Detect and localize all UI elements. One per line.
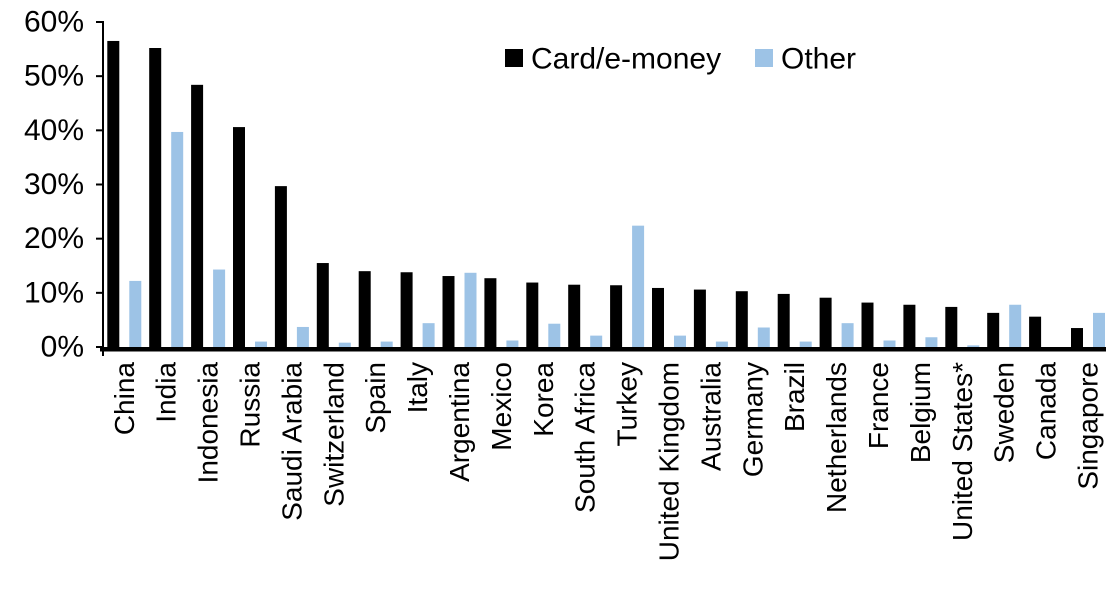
category-label-netherlands: Netherlands <box>821 362 852 513</box>
bar-card-e-money-spain <box>358 271 371 349</box>
y-tick-label: 20% <box>24 222 84 255</box>
bar-card-e-money-china <box>107 40 120 349</box>
bar-card-e-money-canada <box>1029 316 1042 349</box>
bar-card-e-money-russia <box>233 127 245 349</box>
bar-other-turkey <box>632 225 645 349</box>
category-label-india: India <box>151 362 182 423</box>
category-label-turkey: Turkey <box>612 362 643 447</box>
bar-other-singapore <box>1093 312 1105 349</box>
category-label-germany: Germany <box>737 362 768 477</box>
bar-other-germany <box>757 327 770 349</box>
category-label-belgium: Belgium <box>905 362 936 463</box>
category-label-indonesia: Indonesia <box>193 362 224 484</box>
category-label-sweden: Sweden <box>989 362 1020 463</box>
y-tick-label: 0% <box>41 331 84 364</box>
legend-swatch-card-e-money <box>505 49 523 67</box>
bar-other-france <box>883 340 896 349</box>
bar-other-south-africa <box>590 335 603 349</box>
bar-other-sweden <box>1009 304 1022 349</box>
bar-card-e-money-singapore <box>1071 328 1083 349</box>
category-label-russia: Russia <box>235 362 266 448</box>
bar-card-e-money-sweden <box>987 312 1000 349</box>
y-axis: 0% 10% 20% 30% 40% 50% 60% <box>24 6 104 364</box>
y-tick-label: 10% <box>24 276 84 309</box>
y-tick-label: 60% <box>24 6 84 39</box>
category-label-australia: Australia <box>695 362 726 471</box>
bar-card-e-money-italy <box>400 272 413 349</box>
bar-card-e-money-korea <box>526 282 539 349</box>
category-label-brazil: Brazil <box>779 362 810 432</box>
bar-card-e-money-united-kingdom <box>652 287 664 349</box>
category-label-mexico: Mexico <box>486 362 517 451</box>
bar-other-netherlands <box>841 323 854 349</box>
bar-card-e-money-brazil <box>777 293 790 349</box>
bar-other-switzerland <box>338 342 351 349</box>
category-label-spain: Spain <box>360 362 391 434</box>
bar-card-e-money-south-africa <box>568 284 581 349</box>
legend-label-other: Other <box>781 43 856 76</box>
bar-other-spain <box>380 341 393 349</box>
bar-card-e-money-united-states <box>945 306 958 349</box>
y-tick-label: 40% <box>24 114 84 147</box>
bar-other-mexico <box>506 340 519 349</box>
bar-other-india <box>171 131 184 349</box>
bar-card-e-money-argentina <box>442 276 455 349</box>
y-tick-label: 30% <box>24 168 84 201</box>
category-label-china: China <box>109 362 140 436</box>
bar-card-e-money-indonesia <box>191 84 204 349</box>
category-label-switzerland: Switzerland <box>318 362 349 507</box>
bar-card-e-money-germany <box>735 291 748 349</box>
category-label-united-kingdom: United Kingdom <box>654 362 685 561</box>
bar-card-e-money-india <box>149 48 162 349</box>
category-label-france: France <box>863 362 894 449</box>
legend-swatch-other <box>755 49 773 67</box>
category-label-saudi-arabia: Saudi Arabia <box>276 362 307 521</box>
category-label-argentina: Argentina <box>444 362 475 482</box>
category-label-singapore: Singapore <box>1073 362 1104 490</box>
bar-other-saudi-arabia <box>296 326 309 349</box>
bar-card-e-money-belgium <box>903 304 916 349</box>
bar-other-brazil <box>799 341 812 349</box>
bar-other-italy <box>422 323 435 349</box>
bar-card-e-money-netherlands <box>819 297 832 349</box>
bar-card-e-money-turkey <box>610 285 623 349</box>
bar-other-australia <box>715 341 728 349</box>
bar-card-e-money-mexico <box>484 278 497 349</box>
category-label-south-africa: South Africa <box>570 362 601 513</box>
bar-other-indonesia <box>213 269 226 349</box>
bar-other-russia <box>255 341 267 349</box>
bar-other-china <box>129 280 142 349</box>
bar-card-e-money-australia <box>693 289 706 349</box>
legend: Card/e-money Other <box>505 43 856 76</box>
bar-card-e-money-saudi-arabia <box>274 186 287 349</box>
x-axis-labels: China India Indonesia Russia Saudi Arabia Swi… <box>109 362 1104 562</box>
bar-other-belgium <box>925 337 938 349</box>
x-axis-line <box>100 347 1106 352</box>
category-label-italy: Italy <box>402 362 433 413</box>
plot-area <box>107 40 1105 349</box>
bar-card-e-money-france <box>861 302 874 349</box>
y-tick-label: 50% <box>24 60 84 93</box>
category-label-canada: Canada <box>1031 362 1062 461</box>
category-label-korea: Korea <box>528 362 559 437</box>
category-label-united-states: United States* <box>947 362 978 541</box>
bar-other-argentina <box>464 272 477 349</box>
bar-card-e-money-switzerland <box>316 263 329 349</box>
bar-other-united-kingdom <box>674 335 686 349</box>
legend-label-card-e-money: Card/e-money <box>531 43 721 76</box>
bar-other-korea <box>548 323 561 349</box>
